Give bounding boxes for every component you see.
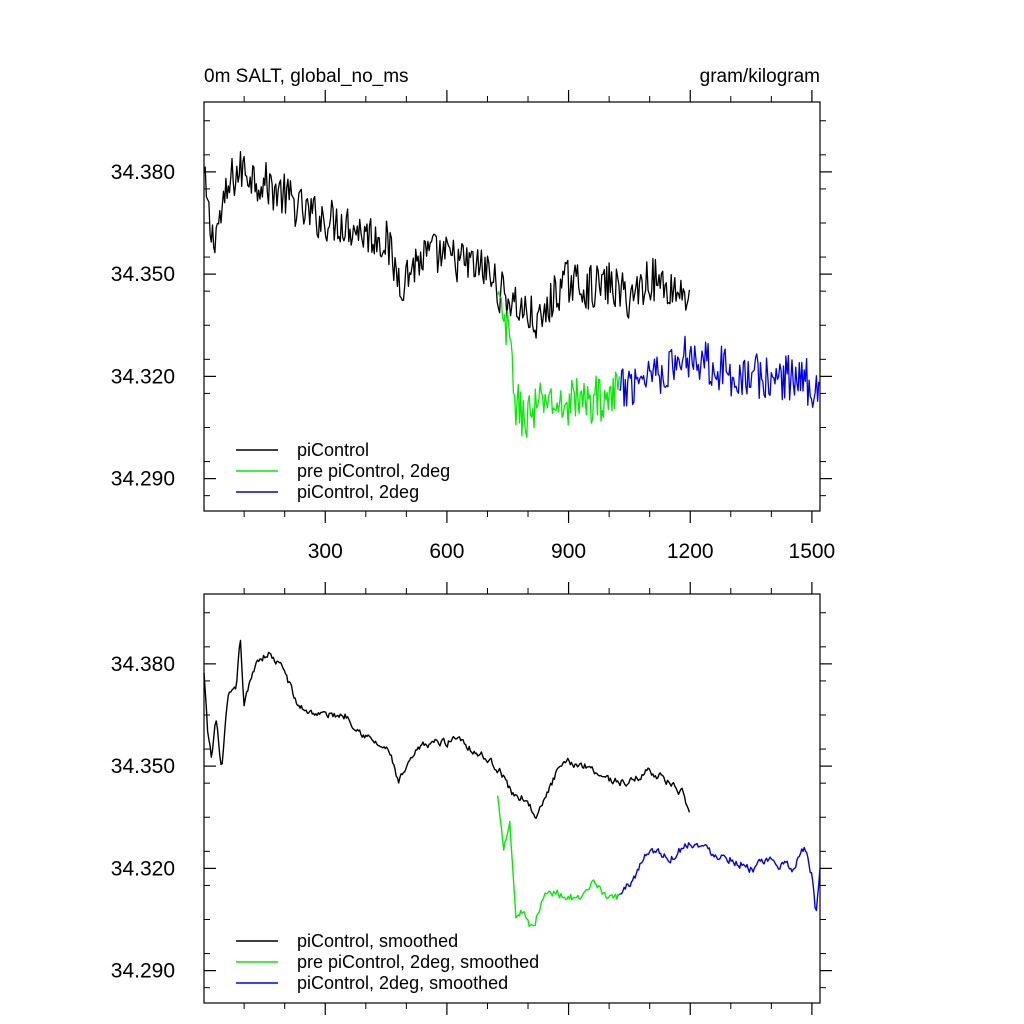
x-tick-label: 300 <box>308 540 343 563</box>
series-line-picontrol-2deg <box>619 335 821 408</box>
legend-label-pre-picontrol-2deg-smoothed: pre piControl, 2deg, smoothed <box>297 952 539 972</box>
series-line-pre-picontrol-2deg-smoothed <box>496 795 620 928</box>
legend-label-picontrol: piControl <box>297 440 369 460</box>
bottom-panel-ticks: 34.290 34.320 34.350 34.380 <box>111 582 832 1015</box>
bottom-panel-series <box>203 639 821 928</box>
top-panel-ticks: 300 600 900 1200 1500 34.290 34.320 34.350 34.38… <box>111 90 835 563</box>
top-panel-series <box>203 151 821 438</box>
bottom-panel-smoothed: 34.290 34.320 34.350 34.380 piControl, smoo… <box>111 582 832 1015</box>
top-panel-legend: piControl pre piControl, 2deg piControl,… <box>236 440 450 502</box>
top-panel-frame <box>203 101 821 512</box>
y-tick-label: 34.320 <box>111 857 175 880</box>
legend-label-picontrol-2deg: piControl, 2deg <box>297 482 419 502</box>
bottom-panel-frame <box>203 593 821 1004</box>
series-line-picontrol-2deg-smoothed <box>619 842 821 912</box>
y-tick-label: 34.350 <box>111 755 175 778</box>
x-tick-label: 600 <box>429 540 464 563</box>
y-tick-label: 34.320 <box>111 365 175 388</box>
legend-label-picontrol-2deg-smoothed: piControl, 2deg, smoothed <box>297 973 508 993</box>
y-tick-label: 34.290 <box>111 960 175 983</box>
y-tick-label: 34.350 <box>111 263 175 286</box>
x-tick-label: 1200 <box>667 540 714 563</box>
chart-title-left: 0m SALT, global_no_ms <box>204 66 409 87</box>
legend-label-picontrol-smoothed: piControl, smoothed <box>297 931 458 951</box>
top-panel-raw: 300 600 900 1200 1500 34.290 34.320 34.350 34.38… <box>111 90 835 563</box>
x-tick-label: 1500 <box>789 540 836 563</box>
legend-label-pre-picontrol-2deg: pre piControl, 2deg <box>297 461 450 481</box>
series-line-pre-picontrol-2deg <box>496 290 620 438</box>
series-line-picontrol <box>203 151 691 339</box>
y-tick-label: 34.380 <box>111 653 175 676</box>
chart-units-label: gram/kilogram <box>700 66 820 87</box>
x-tick-label: 900 <box>551 540 586 563</box>
y-tick-label: 34.290 <box>111 468 175 491</box>
series-line-picontrol-smoothed <box>203 639 691 819</box>
y-tick-label: 34.380 <box>111 161 175 184</box>
bottom-panel-legend: piControl, smoothed pre piControl, 2deg,… <box>236 931 539 993</box>
